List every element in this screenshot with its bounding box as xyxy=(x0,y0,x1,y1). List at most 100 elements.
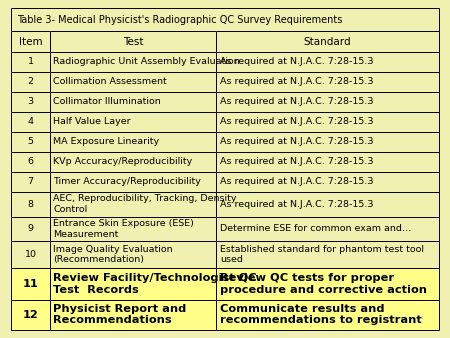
Text: As required at N.J.A.C. 7:28-15.3: As required at N.J.A.C. 7:28-15.3 xyxy=(220,117,374,126)
Bar xyxy=(11,132,50,152)
Text: AEC, Reproducibility, Tracking, Density
Control: AEC, Reproducibility, Tracking, Density … xyxy=(53,194,237,214)
Bar xyxy=(50,152,216,172)
Text: 3: 3 xyxy=(27,97,34,106)
Text: Review QC tests for proper
procedure and corrective action: Review QC tests for proper procedure and… xyxy=(220,273,427,295)
Text: Item: Item xyxy=(19,37,42,47)
Bar xyxy=(11,8,439,31)
Bar xyxy=(50,192,216,217)
Text: 1: 1 xyxy=(27,57,33,67)
Bar xyxy=(50,217,216,241)
Bar xyxy=(216,31,439,52)
Bar xyxy=(50,192,216,217)
Text: 2: 2 xyxy=(27,77,33,87)
Bar xyxy=(11,192,50,217)
Bar xyxy=(11,241,50,268)
Bar xyxy=(50,132,216,152)
Bar xyxy=(50,268,216,299)
Bar xyxy=(216,152,439,172)
Bar xyxy=(11,217,50,241)
Bar xyxy=(50,72,216,92)
Bar xyxy=(216,152,439,172)
Bar xyxy=(50,152,216,172)
Bar xyxy=(216,241,439,268)
Bar xyxy=(216,31,439,52)
Bar xyxy=(11,172,50,192)
Bar xyxy=(50,241,216,268)
Bar xyxy=(216,112,439,132)
Text: 9: 9 xyxy=(27,224,33,234)
Bar xyxy=(216,268,439,299)
Bar xyxy=(50,31,216,52)
Text: Determine ESE for common exam and…: Determine ESE for common exam and… xyxy=(220,224,411,234)
Bar xyxy=(11,299,50,330)
Bar xyxy=(11,112,50,132)
Bar xyxy=(50,112,216,132)
Bar xyxy=(11,268,50,299)
Bar xyxy=(216,92,439,112)
Text: Standard: Standard xyxy=(304,37,351,47)
Text: Image Quality Evaluation
(Recommendation): Image Quality Evaluation (Recommendation… xyxy=(53,245,173,264)
Bar xyxy=(50,299,216,330)
Bar xyxy=(11,92,50,112)
Bar xyxy=(11,52,50,72)
Bar xyxy=(11,241,50,268)
Bar xyxy=(216,192,439,217)
Bar xyxy=(11,268,50,299)
Bar xyxy=(50,132,216,152)
Text: Radiographic Unit Assembly Evaluation: Radiographic Unit Assembly Evaluation xyxy=(53,57,240,67)
Text: As required at N.J.A.C. 7:28-15.3: As required at N.J.A.C. 7:28-15.3 xyxy=(220,137,374,146)
Bar xyxy=(216,132,439,152)
Bar xyxy=(50,52,216,72)
Bar xyxy=(11,217,50,241)
Text: 6: 6 xyxy=(27,157,33,166)
Bar xyxy=(50,52,216,72)
Bar xyxy=(50,268,216,299)
Bar xyxy=(216,92,439,112)
Text: Test: Test xyxy=(123,37,144,47)
Bar xyxy=(50,72,216,92)
Bar xyxy=(216,217,439,241)
Bar xyxy=(216,112,439,132)
Bar xyxy=(11,152,50,172)
Bar xyxy=(216,52,439,72)
Bar xyxy=(11,8,439,31)
Text: As required at N.J.A.C. 7:28-15.3: As required at N.J.A.C. 7:28-15.3 xyxy=(220,97,374,106)
Bar xyxy=(216,72,439,92)
Bar xyxy=(216,132,439,152)
Bar xyxy=(11,172,50,192)
Bar xyxy=(216,172,439,192)
Text: Review Facility/Technologist QC
Test  Records: Review Facility/Technologist QC Test Rec… xyxy=(53,273,257,295)
Bar xyxy=(11,72,50,92)
Text: 11: 11 xyxy=(22,279,38,289)
Bar xyxy=(216,172,439,192)
Text: 7: 7 xyxy=(27,177,33,186)
Text: MA Exposure Linearity: MA Exposure Linearity xyxy=(53,137,159,146)
Text: As required at N.J.A.C. 7:28-15.3: As required at N.J.A.C. 7:28-15.3 xyxy=(220,199,374,209)
Bar xyxy=(216,241,439,268)
Bar xyxy=(50,112,216,132)
Bar xyxy=(11,192,50,217)
Bar xyxy=(216,299,439,330)
Bar xyxy=(216,192,439,217)
Text: As required at N.J.A.C. 7:28-15.3: As required at N.J.A.C. 7:28-15.3 xyxy=(220,177,374,186)
Bar xyxy=(50,92,216,112)
Text: Collimator Illumination: Collimator Illumination xyxy=(53,97,161,106)
Text: Half Value Layer: Half Value Layer xyxy=(53,117,131,126)
Bar xyxy=(216,217,439,241)
Text: 5: 5 xyxy=(27,137,33,146)
Text: As required at N.J.A.C. 7:28-15.3: As required at N.J.A.C. 7:28-15.3 xyxy=(220,57,374,67)
Text: KVp Accuracy/Reproducibility: KVp Accuracy/Reproducibility xyxy=(53,157,193,166)
Bar xyxy=(50,217,216,241)
Bar xyxy=(50,241,216,268)
Text: Timer Accuracy/Reproducibility: Timer Accuracy/Reproducibility xyxy=(53,177,201,186)
Bar xyxy=(50,92,216,112)
Text: Communicate results and
recommendations to registrant: Communicate results and recommendations … xyxy=(220,304,422,325)
Text: 4: 4 xyxy=(27,117,33,126)
Bar xyxy=(11,72,50,92)
Text: Collimation Assessment: Collimation Assessment xyxy=(53,77,167,87)
Text: Established standard for phantom test tool
used: Established standard for phantom test to… xyxy=(220,245,424,264)
Text: 10: 10 xyxy=(24,250,36,259)
Bar xyxy=(216,52,439,72)
Bar xyxy=(11,92,50,112)
Text: 12: 12 xyxy=(22,310,38,320)
